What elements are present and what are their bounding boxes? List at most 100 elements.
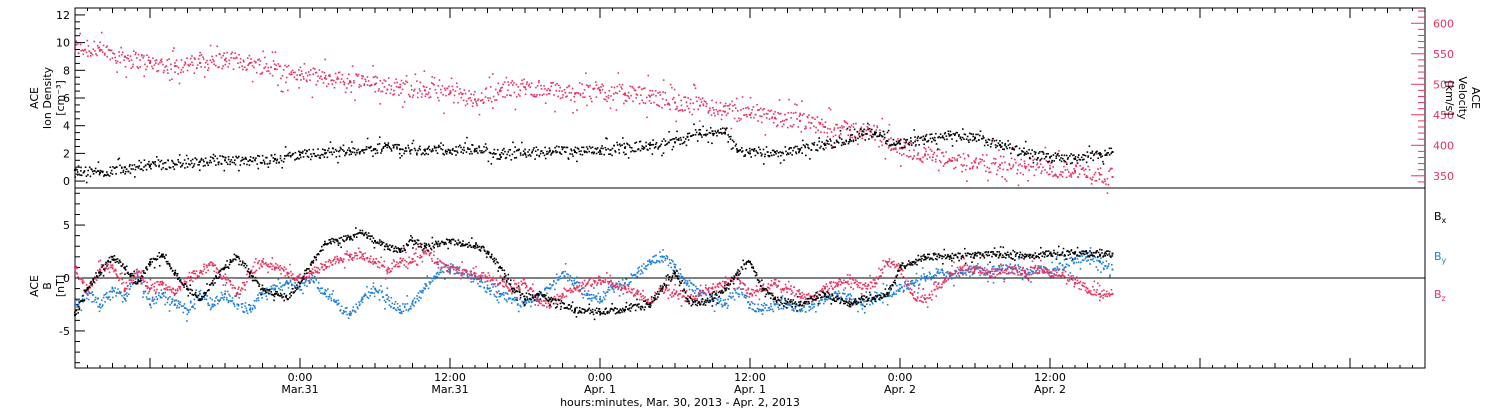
bz-series-dot	[158, 284, 161, 286]
velocity-series-dot	[1055, 175, 1057, 177]
density-series-dot	[682, 142, 685, 144]
velocity-series-dot	[675, 120, 678, 123]
velocity-series-dot	[850, 124, 853, 127]
density-series-dot	[534, 158, 536, 160]
velocity-series-dot	[517, 86, 520, 88]
density-series-dot	[701, 136, 703, 138]
density-series-dot	[748, 147, 751, 150]
by-series-dot	[937, 268, 940, 271]
bz-series-point	[149, 287, 151, 290]
by-series-dot	[483, 287, 485, 289]
bz-series-dot	[265, 264, 268, 266]
by-series-dot	[564, 275, 566, 278]
by-series-dot	[1096, 256, 1099, 259]
velocity-series-dot	[985, 154, 988, 156]
bz-series-dot	[88, 285, 91, 287]
velocity-series-point	[924, 153, 926, 156]
velocity-series-dot	[1022, 173, 1025, 176]
by-series-dot	[407, 309, 410, 312]
density-series-dot	[759, 152, 762, 154]
by-series-dot	[207, 304, 210, 306]
density-series-dot	[319, 157, 322, 159]
velocity-series-dot	[856, 143, 859, 146]
velocity-series-dot	[827, 127, 829, 130]
density-series-dot	[839, 129, 842, 132]
by-series-dot	[80, 309, 83, 312]
density-series-dot	[501, 149, 504, 151]
density-series-dot	[1031, 155, 1034, 158]
by-series-dot	[831, 299, 834, 302]
by-series-dot	[1002, 277, 1005, 280]
bz-series-dot	[321, 263, 324, 266]
by-series-dot	[103, 294, 105, 296]
velocity-series-dot	[389, 92, 392, 95]
by-series-dot	[757, 310, 760, 313]
velocity-series-dot	[694, 87, 697, 90]
density-series-dot	[315, 155, 318, 158]
velocity-series-dot	[290, 71, 292, 73]
by-series-dot	[659, 251, 661, 253]
velocity-series-dot	[403, 101, 406, 103]
velocity-series-dot	[687, 97, 689, 99]
by-series-dot	[492, 286, 494, 288]
velocity-series-dot	[592, 88, 595, 91]
density-series-dot	[882, 130, 885, 133]
velocity-series-dot	[733, 104, 736, 106]
velocity-series-dot	[748, 107, 750, 110]
velocity-series-dot	[601, 83, 603, 86]
by-series-dot	[367, 291, 370, 293]
density-series-dot	[883, 133, 886, 136]
bz-series-dot	[342, 260, 344, 263]
bz-series-dot	[107, 267, 110, 270]
by-series-dot	[924, 280, 927, 282]
by-series-dot	[519, 298, 521, 301]
density-series-dot	[923, 137, 926, 140]
velocity-series-dot	[661, 106, 663, 109]
velocity-series-dot	[997, 165, 1000, 168]
density-series-dot	[164, 161, 167, 164]
by-series-dot	[435, 273, 438, 275]
by-series-dot	[337, 299, 339, 302]
density-series-dot	[82, 171, 85, 174]
velocity-series-point	[149, 61, 151, 64]
density-series-dot	[349, 150, 352, 153]
velocity-series-dot	[125, 76, 128, 78]
density-series-dot	[864, 139, 867, 141]
density-series-dot	[840, 144, 843, 147]
velocity-series-dot	[312, 67, 315, 70]
velocity-series-dot	[851, 136, 853, 139]
density-series-dot	[969, 138, 972, 141]
velocity-series-dot	[284, 64, 286, 67]
by-series-dot	[357, 307, 359, 310]
velocity-series-dot	[967, 155, 970, 158]
velocity-series-dot	[781, 125, 784, 128]
density-series-dot	[532, 149, 534, 151]
density-series-dot	[955, 140, 958, 142]
density-series-dot	[850, 134, 852, 136]
bz-series-dot	[261, 259, 263, 262]
density-series-dot	[1100, 156, 1102, 158]
density-series-dot	[922, 139, 924, 142]
by-series-dot	[391, 302, 394, 305]
velocity-series-dot	[524, 93, 527, 96]
bz-series-dot	[225, 278, 227, 281]
density-series-dot	[796, 145, 798, 148]
bz-series-dot	[381, 265, 384, 267]
bz-series-point	[999, 271, 1001, 274]
density-series-dot	[686, 136, 689, 138]
by-series-dot	[649, 263, 652, 266]
by-series-dot	[454, 272, 457, 275]
density-series-dot	[394, 144, 396, 146]
bz-series-dot	[415, 248, 417, 250]
velocity-series-dot	[741, 96, 744, 98]
by-series-dot	[891, 295, 893, 298]
by-series-dot	[560, 277, 562, 280]
density-series-dot	[1080, 156, 1083, 159]
density-series-dot	[901, 146, 904, 149]
by-series-dot	[1100, 257, 1102, 260]
velocity-series-dot	[258, 63, 261, 66]
bz-series-dot	[380, 256, 382, 259]
density-series-point	[599, 149, 601, 152]
by-series-dot	[669, 262, 672, 265]
by-series-dot	[605, 291, 608, 293]
